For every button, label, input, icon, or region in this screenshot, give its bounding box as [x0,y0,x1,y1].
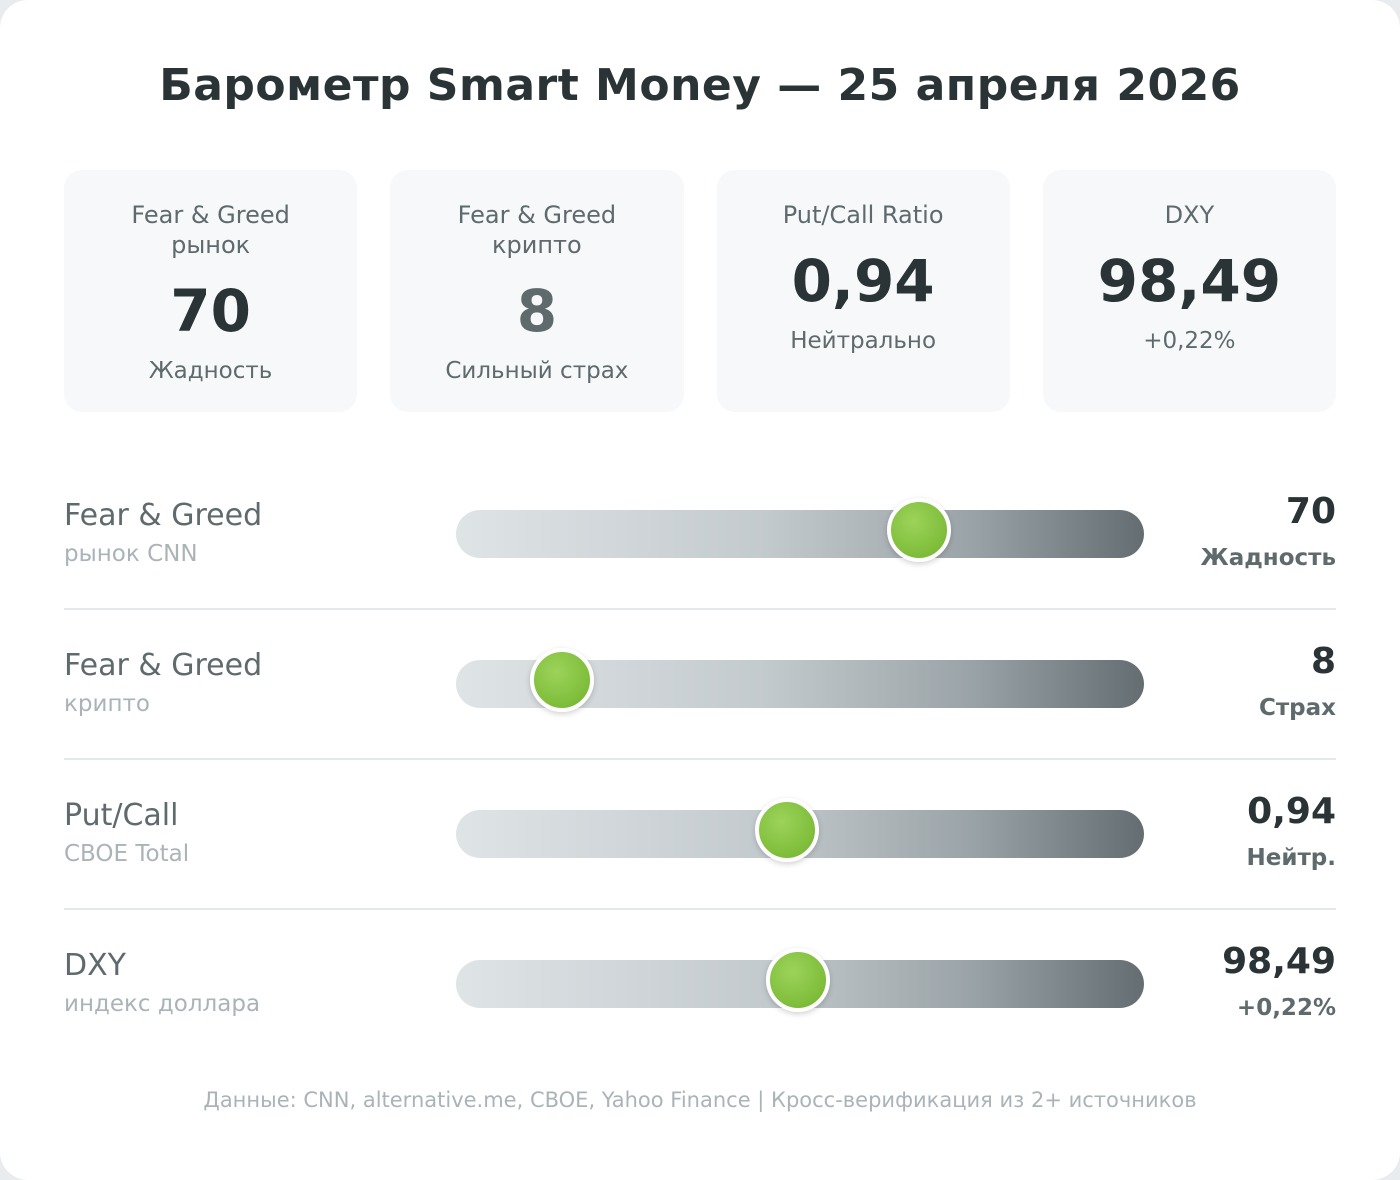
tile-status: +0,22% [1143,328,1236,354]
gauge-label: Fear & Greed [64,498,263,533]
gauge-source: CBOE Total [64,841,190,867]
tile-label: Put/Call Ratio [782,201,944,229]
gauge-track [456,648,1144,712]
gauge-value: 0,94 [1247,791,1336,832]
tile-fear-greed-market: Fear & Greed рынок 70 Жадность [64,170,358,412]
gauge-source: индекс доллара [64,991,261,1017]
gauge-row-fear-greed-market: Fear & Greed рынок CNN 70 Жадность [64,460,1336,610]
tile-label: DXY [1164,201,1215,229]
gauge-status: Нейтр. [1246,845,1337,871]
gauge-knob [530,648,595,712]
tile-value: 8 [516,277,558,345]
gauge-track [456,948,1144,1012]
tile-put-call: Put/Call Ratio 0,94 Нейтрально [716,170,1010,412]
gauge-label: DXY [64,948,126,983]
tile-value: 0,94 [791,247,935,315]
gauge-status: Страх [1258,695,1336,721]
gauge-label: Put/Call [64,798,179,833]
gauge-source: крипто [64,691,150,717]
gauge-track [456,498,1144,562]
tile-dxy: DXY 98,49 +0,22% [1042,170,1336,412]
gauge-label: Fear & Greed [64,648,263,683]
tile-status: Нейтрально [790,328,937,354]
gauge-source: рынок CNN [64,541,198,567]
gauge-row-put-call: Put/Call CBOE Total 0,94 Нейтр. [64,760,1336,910]
gauge-value: 98,49 [1222,941,1336,982]
tile-status: Жадность [148,358,273,384]
gauge-row-dxy: DXY индекс доллара 98,49 +0,22% [64,910,1336,1060]
gauge-knob [887,498,952,562]
gauge-knob [766,948,831,1012]
page-title: Барометр Smart Money — 25 апреля 2026 [159,60,1241,111]
gauge-status: Жадность [1200,545,1336,571]
data-sources-footer: Данные: CNN, alternative.me, CBOE, Yahoo… [203,1088,1197,1112]
tile-status: Сильный страх [445,358,629,384]
tile-label: Fear & Greed рынок [131,201,290,259]
gauge-status: +0,22% [1236,995,1336,1021]
gauge-knob [754,798,819,862]
gauge-list: Fear & Greed рынок CNN 70 Жадность Fear … [64,460,1336,1060]
tile-label: Fear & Greed крипто [457,201,617,259]
gauge-track [456,798,1144,862]
gauge-value: 8 [1310,641,1336,682]
gauge-value: 70 [1285,491,1336,532]
tile-value: 70 [170,277,251,345]
tile-value: 98,49 [1097,247,1282,315]
summary-tiles: Fear & Greed рынок 70 Жадность Fear & Gr… [64,170,1336,412]
gauge-row-fear-greed-crypto: Fear & Greed крипто 8 Страх [64,610,1336,760]
tile-fear-greed-crypto: Fear & Greed крипто 8 Сильный страх [390,170,684,412]
